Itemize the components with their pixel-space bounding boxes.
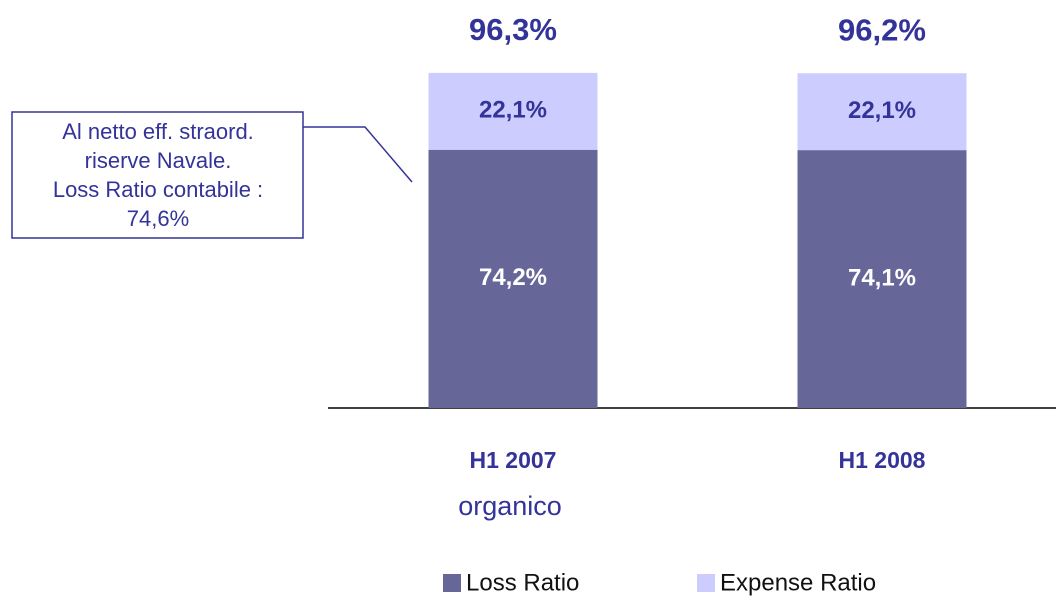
annotation-box [11, 111, 304, 239]
annotation-line: 74,6% [127, 206, 189, 231]
annotation-line: Al netto eff. straord. [62, 119, 254, 144]
category-note: organico [458, 491, 562, 521]
category-label: H1 2008 [839, 447, 926, 473]
value-label: 74,2% [479, 264, 547, 291]
bar-segment [428, 72, 598, 150]
legend-label: Expense Ratio [720, 569, 876, 596]
category-label: H1 2007 [470, 447, 557, 473]
legend-swatch [697, 574, 715, 592]
bar-segment [797, 150, 967, 408]
annotation-line: riserve Navale. [85, 148, 232, 173]
value-label: 22,1% [848, 97, 916, 124]
value-label: 22,1% [479, 97, 547, 124]
annotation-leader [303, 126, 413, 183]
annotation-line: Loss Ratio contabile : [53, 177, 263, 202]
total-label: 96,2% [838, 12, 926, 47]
total-label: 96,3% [469, 12, 557, 47]
bar-segment [428, 149, 598, 408]
value-label: 74,1% [848, 264, 916, 291]
bar-segment [797, 73, 967, 151]
legend-swatch [443, 574, 461, 592]
legend-label: Loss Ratio [466, 569, 579, 596]
